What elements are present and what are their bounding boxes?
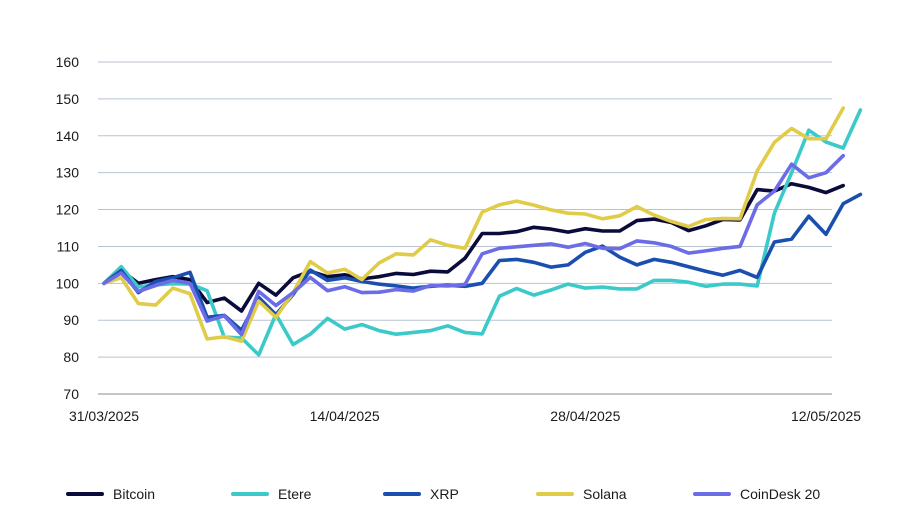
legend-label: Bitcoin: [113, 486, 155, 502]
legend-item-coindesk-20: CoinDesk 20: [693, 486, 820, 502]
series-line-coindesk-20: [102, 153, 846, 337]
legend-label: Solana: [583, 486, 627, 502]
series-line-bitcoin: [102, 181, 846, 313]
x-tick-label: 31/03/2025: [69, 408, 139, 424]
legend-item-solana: Solana: [536, 486, 627, 502]
series-line-solana: [102, 106, 846, 344]
legend-item-xrp: XRP: [383, 486, 459, 502]
y-tick-label: 90: [63, 312, 79, 328]
legend-label: XRP: [430, 486, 459, 502]
y-tick-label: 100: [56, 275, 80, 291]
series-layer: [102, 106, 863, 357]
y-tick-label: 130: [56, 165, 80, 181]
legend-item-etere: Etere: [231, 486, 312, 502]
x-tick-label: 12/05/2025: [791, 408, 861, 424]
legend: Bitcoin Etere XRP Solana CoinDesk 20: [66, 486, 820, 502]
y-tick-label: 110: [57, 238, 80, 254]
grid-layer: [98, 61, 832, 395]
y-tick-label: 140: [56, 128, 80, 144]
y-tick-label: 70: [63, 386, 79, 402]
axis-layer: 70 80 90 100 110 120 130 140 150 160 31/03/2025 14/…: [56, 54, 862, 424]
y-tick-label: 160: [56, 54, 80, 70]
x-tick-label: 14/04/2025: [310, 408, 380, 424]
y-tick-label: 150: [56, 91, 80, 107]
y-tick-label: 80: [63, 349, 79, 365]
x-tick-label: 28/04/2025: [550, 408, 620, 424]
legend-label: Etere: [278, 486, 312, 502]
legend-label: CoinDesk 20: [740, 486, 820, 502]
legend-item-bitcoin: Bitcoin: [66, 486, 155, 502]
y-tick-label: 120: [56, 202, 80, 218]
